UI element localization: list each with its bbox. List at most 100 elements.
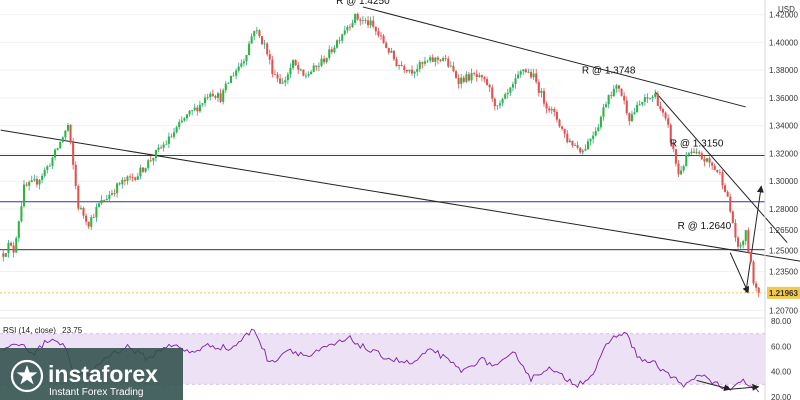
- candle-body: [447, 58, 450, 67]
- candle-body: [214, 96, 217, 98]
- candle-body: [475, 73, 478, 77]
- candle-body: [636, 104, 639, 113]
- candle-body: [66, 124, 70, 131]
- candle-body: [734, 223, 737, 238]
- rsi-tick-label: 80.00: [771, 317, 792, 326]
- candle-body: [72, 142, 75, 165]
- candle-body: [387, 47, 390, 53]
- candle-body: [465, 74, 468, 82]
- candle-body: [664, 112, 667, 119]
- candle-body: [444, 58, 447, 59]
- candlestick-series: [2, 12, 760, 298]
- candle-body: [266, 43, 269, 55]
- rsi-title: RSI (14, close) 23.75: [3, 326, 83, 335]
- candle-body: [713, 165, 716, 170]
- projection-arrow: [729, 252, 749, 294]
- candle-body: [617, 85, 621, 89]
- candle-body: [426, 60, 429, 62]
- candle-body: [248, 43, 251, 56]
- candle-body: [457, 77, 460, 84]
- candle-body: [563, 128, 566, 134]
- candle-body: [385, 42, 388, 48]
- candle-body: [747, 230, 750, 253]
- candle-body: [599, 116, 602, 128]
- candle-body: [263, 43, 266, 45]
- candle-body: [123, 179, 126, 182]
- candle-body: [656, 93, 659, 106]
- candle-body: [129, 176, 132, 178]
- candle-body: [46, 166, 49, 170]
- candle-body: [307, 74, 310, 76]
- candle-body: [134, 177, 137, 180]
- candle-body: [532, 73, 535, 78]
- candle-body: [354, 13, 357, 23]
- price-axis[interactable]: USD 1.420001.400001.380001.360001.340001…: [764, 0, 800, 400]
- candle-body: [703, 159, 706, 162]
- candle-body: [651, 96, 654, 99]
- candle-body: [139, 167, 142, 177]
- candle-body: [30, 180, 33, 182]
- candle-body: [633, 112, 636, 115]
- candle-body: [752, 261, 755, 284]
- candle-body: [496, 105, 499, 107]
- candle-body: [473, 73, 476, 74]
- candle-body: [605, 104, 608, 108]
- candle-body: [659, 105, 662, 110]
- resistance-annotations: R @ 1.4250 R @ 1.3748 R @ 1.3150 R @ 1.2640: [336, 0, 731, 232]
- candle-body: [716, 169, 719, 172]
- candle-body: [170, 136, 173, 138]
- candle-body: [53, 149, 57, 158]
- candle-body: [165, 143, 168, 145]
- candle-body: [625, 100, 628, 114]
- candle-body: [258, 30, 261, 37]
- candle-body: [398, 64, 401, 67]
- price-tick-label: 1.42000: [769, 11, 798, 20]
- candle-body: [180, 120, 183, 123]
- candle-body: [348, 26, 351, 28]
- candle-body: [167, 136, 170, 144]
- trendline: [0, 129, 800, 262]
- candle-body: [731, 211, 734, 224]
- candle-body: [103, 200, 106, 201]
- candle-body: [553, 109, 556, 112]
- candle-body: [434, 57, 437, 62]
- price-tick-labels: 1.42000 1.40000 1.38000 1.36000 1.34000 1.320…: [769, 11, 798, 316]
- candle-body: [361, 20, 364, 21]
- resistance-levels: [0, 155, 765, 251]
- candle-body: [530, 71, 533, 78]
- candle-body: [436, 57, 439, 60]
- candle-body: [641, 101, 644, 105]
- candle-body: [330, 49, 333, 53]
- candle-body: [222, 90, 225, 102]
- candle-body: [12, 245, 15, 253]
- candle-body: [491, 87, 494, 99]
- candle-body: [48, 165, 51, 167]
- candle-body: [198, 104, 201, 112]
- candle-body: [178, 122, 181, 128]
- candle-body: [623, 95, 626, 101]
- candle-body: [736, 237, 740, 247]
- last-price-badge: [767, 286, 800, 299]
- resistance-annotation: R @ 1.3748: [582, 66, 636, 77]
- candle-body: [297, 65, 300, 70]
- currency-label: USD: [778, 5, 795, 14]
- candle-body: [74, 164, 77, 186]
- price-tick-label: 1.23500: [769, 267, 798, 276]
- candle-body: [540, 90, 543, 93]
- candle-body: [160, 147, 163, 149]
- candle-body: [116, 183, 119, 194]
- candle-body: [22, 184, 26, 207]
- rsi-arrow: [696, 379, 731, 392]
- instaforex-logo: instaforex Instant Forex Trading: [0, 348, 183, 400]
- candle-body: [442, 58, 445, 61]
- candle-body: [245, 55, 248, 62]
- candle-body: [674, 149, 677, 164]
- candle-body: [452, 65, 455, 72]
- candle-body: [95, 206, 98, 218]
- trendline: [362, 6, 746, 108]
- candle-body: [141, 167, 145, 172]
- candle-body: [232, 75, 235, 77]
- candle-body: [33, 179, 36, 181]
- candle-body: [15, 237, 18, 253]
